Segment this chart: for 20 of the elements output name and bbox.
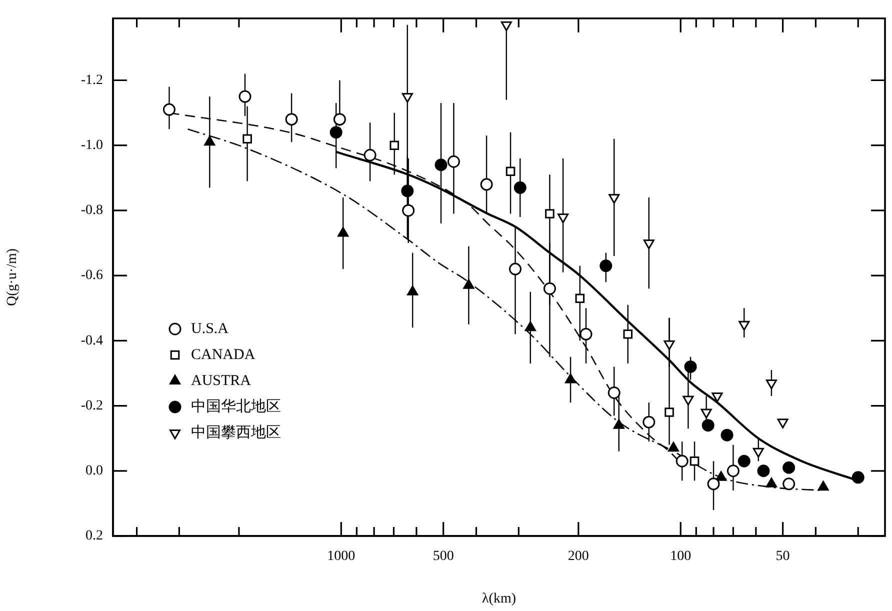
y-axis-title: Q(g·u·/m) <box>5 248 20 306</box>
y-tick-label: -0.8 <box>80 203 103 218</box>
y-tick-label: -0.6 <box>80 268 103 284</box>
legend-label: AUSTRA <box>191 372 252 389</box>
legend-label: 中国攀西地区 <box>191 424 281 441</box>
y-tick-label: 0.2 <box>86 528 103 544</box>
y-tick-label: 0.0 <box>86 464 103 479</box>
x-tick-label: 200 <box>568 549 589 564</box>
legend-label: 中国华北地区 <box>191 398 281 415</box>
x-axis-title: λ(km) <box>482 591 516 606</box>
y-tick-label: -1.2 <box>80 72 103 88</box>
legend-label: CANADA <box>191 346 256 363</box>
y-tick-label: -0.2 <box>80 398 103 414</box>
x-tick-label: 100 <box>670 549 692 564</box>
x-tick-label: 50 <box>776 549 790 564</box>
legend-label: U.S.A <box>191 320 229 337</box>
y-tick-label: -0.4 <box>80 333 103 348</box>
y-tick-label: -1.0 <box>80 138 103 154</box>
x-tick-label: 1000 <box>327 549 356 564</box>
x-tick-label: 500 <box>432 549 454 564</box>
